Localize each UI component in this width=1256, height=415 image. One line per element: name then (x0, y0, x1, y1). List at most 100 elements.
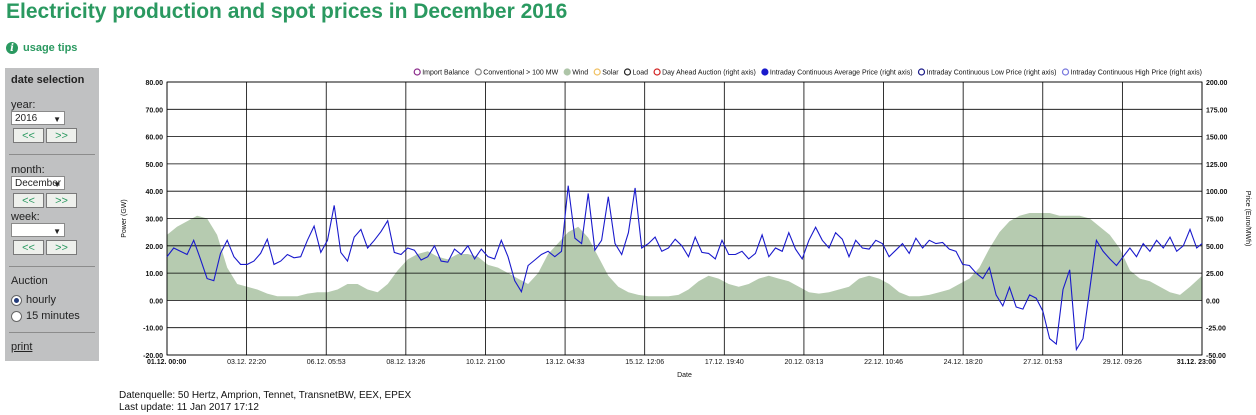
x-tick-label: 03.12. 22:20 (227, 359, 266, 366)
intraday-average-price-line (166, 185, 1203, 352)
legend-item: Wind (563, 68, 588, 77)
chevron-down-icon: ▼ (53, 180, 61, 189)
legend-item: Load (623, 68, 649, 77)
week-next-button[interactable]: >> (46, 240, 77, 255)
left-tick-label: 80.00 (145, 80, 163, 87)
month-label: month: (11, 164, 45, 176)
divider (9, 154, 95, 155)
left-tick-label: 10.00 (145, 271, 163, 278)
legend-item: Intraday Continuous High Price (right ax… (1061, 68, 1203, 77)
week-select[interactable]: ▼ (11, 223, 65, 237)
x-tick-label: 20.12. 03:13 (784, 359, 823, 366)
chart-container: 80.00 200.00 70.00 175.00 60.00 150.00 50.00 12… (110, 62, 1256, 388)
left-tick-label: -10.00 (143, 326, 163, 333)
left-tick-label: 0.00 (149, 298, 163, 305)
legend-marker-icon (1061, 68, 1070, 76)
month-next-button[interactable]: >> (46, 193, 77, 208)
left-tick-label: 30.00 (145, 217, 163, 224)
legend-marker-icon (563, 68, 571, 76)
auction-hourly-label: hourly (26, 294, 56, 306)
right-tick-label: -25.00 (1206, 326, 1226, 333)
x-tick-label: 17.12. 19:40 (705, 359, 744, 366)
week-label: week: (11, 211, 40, 223)
info-icon: i (6, 42, 18, 54)
legend-label: Intraday Continuous Low Price (right axi… (927, 70, 1057, 77)
legend-marker-icon (413, 68, 421, 76)
right-tick-label: 175.00 (1206, 107, 1228, 114)
x-axis-title: Date (677, 372, 692, 379)
legend-item: Intraday Continuous Low Price (right axi… (917, 68, 1057, 77)
auction-15min-label: 15 minutes (26, 310, 80, 322)
year-select-value: 2016 (15, 113, 38, 124)
x-tick-label: 22.12. 10:46 (864, 359, 903, 366)
x-tick-label: 01.12. 00:00 (147, 359, 186, 366)
right-tick-label: 200.00 (1206, 80, 1228, 87)
legend: Import Balance Conventional > 100 MW Wind S… (413, 68, 1203, 77)
legend-item: Day Ahead Auction (right axis) (653, 68, 756, 77)
x-tick-label: 13.12. 04:33 (546, 359, 585, 366)
year-label: year: (11, 99, 36, 111)
auction-label: Auction (11, 275, 48, 287)
print-link[interactable]: print (11, 341, 33, 353)
legend-label: Load (633, 70, 649, 77)
auction-15min-radio[interactable]: 15 minutes (11, 310, 80, 322)
right-tick-label: 75.00 (1206, 217, 1224, 224)
month-select[interactable]: December ▼ (11, 176, 65, 190)
chevron-down-icon: ▼ (53, 227, 61, 236)
grid-layer (166, 81, 1203, 356)
legend-item: Import Balance (413, 68, 469, 77)
divider (9, 266, 95, 267)
page-title: Electricity production and spot prices i… (6, 0, 568, 23)
week-prev-button[interactable]: << (13, 240, 44, 255)
legend-label: Intraday Continuous Average Price (right… (770, 70, 913, 77)
legend-label: Import Balance (422, 70, 469, 77)
chevron-down-icon: ▼ (53, 115, 61, 124)
usage-tips-label: usage tips (23, 42, 78, 54)
legend-marker-icon (593, 68, 601, 76)
x-tick-label: 29.12. 09:26 (1103, 359, 1142, 366)
divider (9, 332, 95, 333)
right-tick-label: 150.00 (1206, 135, 1228, 142)
right-tick-label: 100.00 (1206, 189, 1228, 196)
legend-label: Conventional > 100 MW (483, 70, 558, 77)
wind-area-layer (167, 213, 1202, 301)
left-tick-label: 70.00 (145, 107, 163, 114)
x-tick-label: 24.12. 18:20 (944, 359, 983, 366)
x-tick-label: 08.12. 13:26 (386, 359, 425, 366)
left-tick-label: 50.00 (145, 162, 163, 169)
legend-label: Intraday Continuous High Price (right ax… (1071, 70, 1203, 77)
legend-marker-icon (917, 68, 926, 76)
year-select[interactable]: 2016 ▼ (11, 111, 65, 125)
legend-label: Solar (602, 70, 619, 77)
legend-marker-icon (623, 68, 632, 76)
legend-marker-icon (761, 68, 769, 76)
legend-item: Solar (593, 68, 619, 77)
month-select-value: December (15, 178, 62, 189)
left-tick-label: 40.00 (145, 189, 163, 196)
legend-label: Day Ahead Auction (right axis) (662, 70, 756, 77)
right-tick-label: -50.00 (1206, 353, 1226, 360)
auction-hourly-radio[interactable]: hourly (11, 294, 56, 306)
legend-marker-icon (653, 68, 661, 76)
year-prev-button[interactable]: << (13, 128, 44, 143)
right-axis-title: Price (Euro/MWh) (1244, 191, 1251, 247)
axes-layer: 80.00 200.00 70.00 175.00 60.00 150.00 50.00 12… (121, 80, 1251, 379)
x-tick-label: 15.12. 12:06 (625, 359, 664, 366)
left-tick-label: -20.00 (143, 353, 163, 360)
radio-selected-icon (11, 294, 22, 306)
left-axis-title: Power (GW) (121, 199, 128, 238)
price-line-layer (166, 185, 1203, 352)
radio-unselected-icon (11, 310, 22, 322)
legend-marker-icon (474, 68, 482, 76)
footer-source: Datenquelle: 50 Hertz, Amprion, Tennet, … (119, 390, 412, 401)
month-prev-button[interactable]: << (13, 193, 44, 208)
footer-update: Last update: 11 Jan 2017 17:12 (119, 402, 259, 413)
usage-tips-link[interactable]: i usage tips (6, 42, 77, 54)
x-tick-label: 06.12. 05:53 (307, 359, 346, 366)
left-tick-label: 20.00 (145, 244, 163, 251)
right-tick-label: 125.00 (1206, 162, 1228, 169)
date-selection-panel: date selection year: 2016 ▼ << >> month:… (5, 68, 99, 361)
legend-label: Wind (572, 70, 588, 77)
year-next-button[interactable]: >> (46, 128, 77, 143)
date-selection-heading: date selection (11, 74, 85, 86)
